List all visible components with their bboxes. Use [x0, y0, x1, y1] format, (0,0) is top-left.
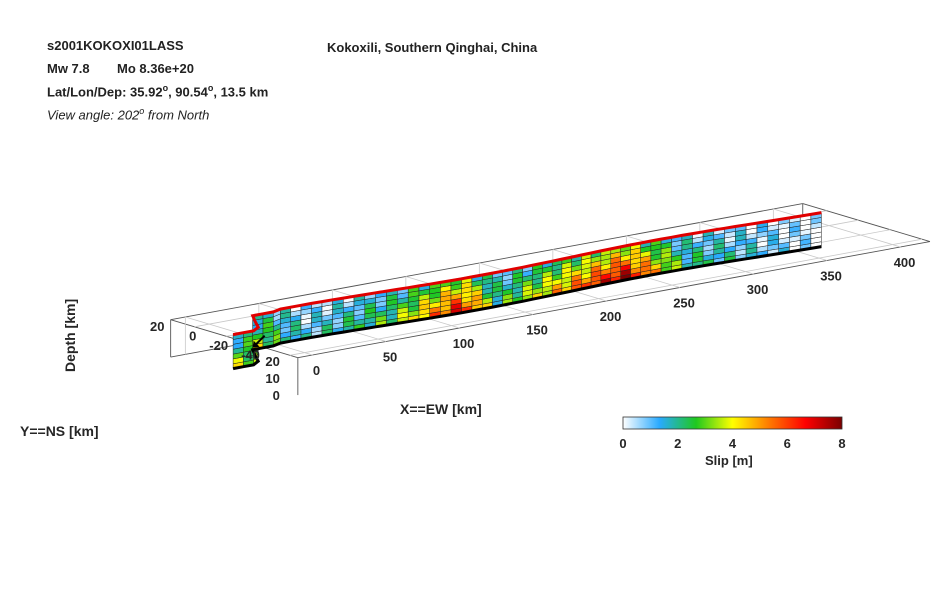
z-axis-label: Depth [km] — [62, 299, 78, 372]
x-tick-label: 100 — [453, 336, 475, 351]
y-tick-label: -40 — [241, 347, 260, 362]
view-prefix: View angle: 202 — [47, 107, 140, 123]
degree-symbol: o — [207, 83, 214, 93]
colorbar-tick-label: 2 — [674, 436, 681, 451]
axes-box-edge — [170, 203, 803, 321]
x-tick-label: 50 — [383, 349, 397, 364]
y-tick-label: 20 — [150, 319, 164, 334]
y-tick-label: -20 — [209, 338, 228, 353]
colorbar-tick-label: 8 — [838, 436, 845, 451]
x-axis-label: X==EW [km] — [400, 401, 482, 417]
fault-top-edge — [232, 245, 822, 371]
x-tick-label: 0 — [313, 363, 320, 378]
colorbar — [622, 416, 843, 430]
x-tick-label: 350 — [820, 268, 842, 283]
grid-line-x — [773, 208, 901, 248]
z-tick-label: 0 — [273, 388, 280, 403]
location-prefix: Lat/Lon/Dep: 35.92 — [47, 84, 163, 100]
location-mid: , 90.54 — [168, 84, 208, 100]
y-axis-label: Y==NS [km] — [20, 423, 99, 439]
seismic-moment: Mo 8.36e+20 — [117, 61, 194, 76]
x-tick-label: 150 — [526, 322, 548, 337]
view-suffix: from North — [144, 107, 210, 123]
hypocenter-arrowhead — [252, 340, 260, 348]
y-tick-label: 0 — [189, 328, 196, 343]
colorbar-label: Slip [m] — [705, 453, 753, 468]
x-tick-label: 300 — [747, 282, 769, 297]
colorbar-tick-label: 6 — [784, 436, 791, 451]
x-tick-label: 400 — [894, 255, 916, 270]
location-suffix: , 13.5 km — [213, 84, 269, 100]
degree-symbol: o — [139, 106, 145, 116]
view-angle: View angle: 202o from North — [47, 106, 209, 122]
fault-model — [232, 211, 822, 371]
chart-title: Kokoxili, Southern Qinghai, China — [327, 40, 538, 55]
grid-line-y — [289, 238, 923, 356]
fault-bottom-edge — [232, 211, 822, 337]
colorbar-ticks: 0 2 4 6 8 — [619, 436, 845, 451]
axes-box-edge — [802, 203, 931, 243]
degree-symbol: o — [162, 83, 169, 93]
hypocenter-location: Lat/Lon/Dep: 35.92o, 90.54o, 13.5 km — [47, 83, 268, 99]
z-tick-label: 20 — [265, 354, 279, 369]
x-tick-label: 250 — [673, 295, 695, 310]
event-id: s2001KOKOXI01LASS — [47, 38, 184, 53]
z-tick-label: 10 — [265, 371, 279, 386]
colorbar-tick-label: 4 — [729, 436, 737, 451]
x-tick-label: 200 — [600, 309, 622, 324]
axes-box-edge — [297, 241, 931, 359]
colorbar-tick-label: 0 — [619, 436, 626, 451]
magnitude: Mw 7.8 — [47, 61, 90, 76]
